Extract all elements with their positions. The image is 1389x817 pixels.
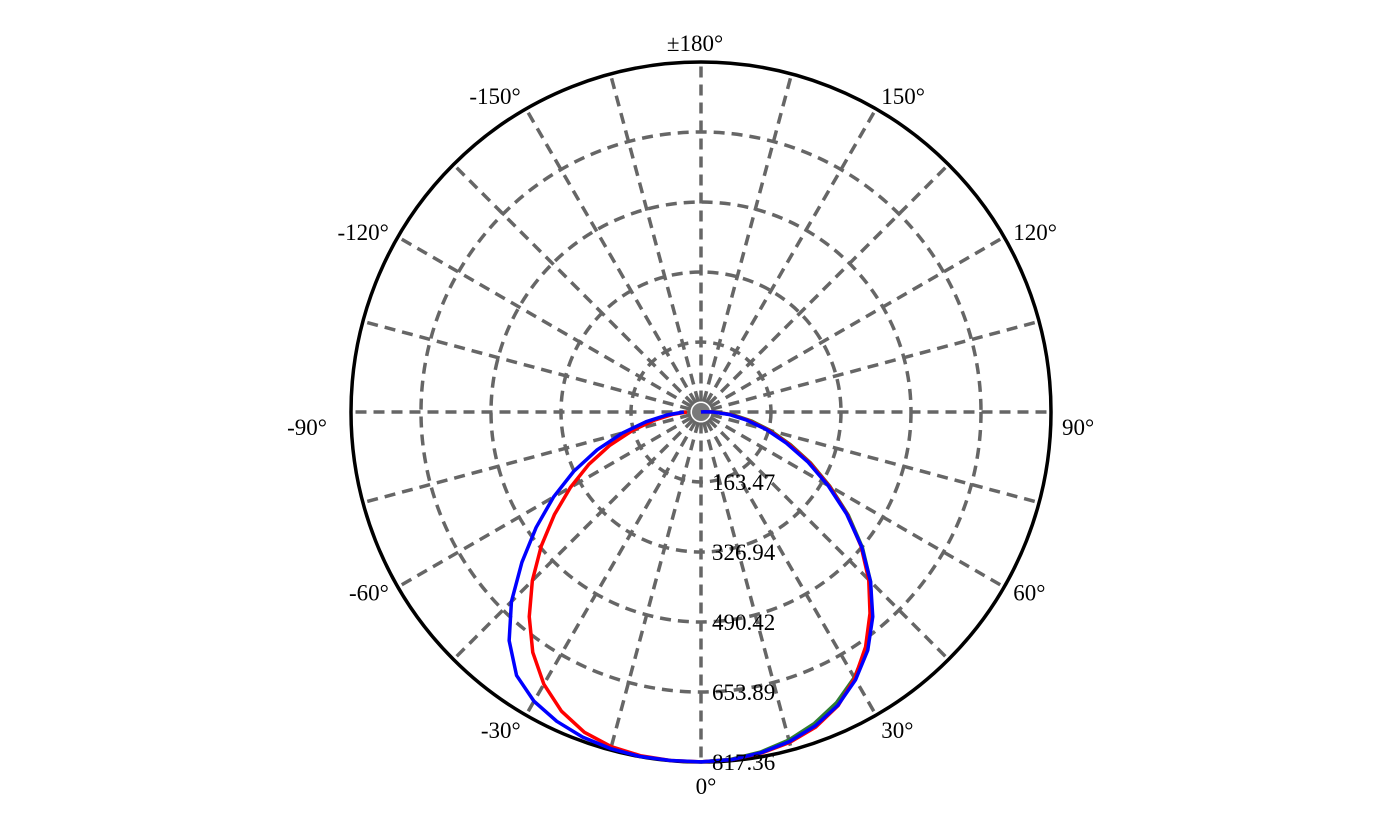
radial-tick-label: 326.94: [712, 540, 776, 565]
grid-spoke: [704, 420, 878, 716]
intensity-curve-3: [507, 410, 875, 764]
grid-spoke: [704, 108, 878, 404]
angle-label: -30°: [481, 718, 521, 743]
grid-ring: [489, 200, 913, 624]
grid-spoke: [707, 163, 950, 406]
angle-label: 90°: [1062, 415, 1094, 440]
grid-spoke: [710, 319, 1040, 411]
angle-label: -150°: [469, 84, 520, 109]
grid-spoke: [702, 421, 794, 751]
grid-ring: [559, 270, 843, 554]
grid-spoke: [709, 235, 1005, 409]
angle-label: 30°: [881, 718, 913, 743]
radial-tick-label: 653.89: [712, 680, 775, 705]
angle-label: ±180°: [667, 31, 723, 56]
angle-label: 60°: [1013, 580, 1045, 605]
grid-spoke: [608, 421, 700, 751]
grid-spoke: [524, 420, 698, 716]
grid-spoke: [709, 415, 1005, 589]
grid-spoke: [397, 415, 693, 589]
radial-tick-label: 490.42: [712, 610, 775, 635]
radial-tick-label: 163.47: [712, 470, 775, 495]
radial-tick-label: 817.36: [712, 750, 775, 775]
grid-spoke: [452, 418, 695, 661]
grid-spoke: [608, 73, 700, 403]
angle-label: -90°: [287, 415, 327, 440]
grid-spoke: [452, 163, 695, 406]
grid-ring: [629, 340, 773, 484]
intensity-curves: [507, 410, 875, 764]
grid-ring: [419, 130, 983, 694]
grid-spoke: [707, 418, 950, 661]
intensity-curve-1: [700, 410, 874, 764]
angle-label: 120°: [1013, 220, 1057, 245]
chart-labels: 163.47 326.94 490.42 653.89 817.36 ±180° -150°…: [287, 31, 1094, 799]
angle-label: 0°: [696, 774, 717, 799]
angle-label: 150°: [881, 84, 925, 109]
grid-spoke: [397, 235, 693, 409]
polar-grid: [349, 60, 1053, 764]
angle-label: -120°: [337, 220, 388, 245]
grid-spoke: [362, 319, 692, 411]
grid-spoke: [524, 108, 698, 404]
grid-spoke: [702, 73, 794, 403]
angle-label: -60°: [349, 580, 389, 605]
